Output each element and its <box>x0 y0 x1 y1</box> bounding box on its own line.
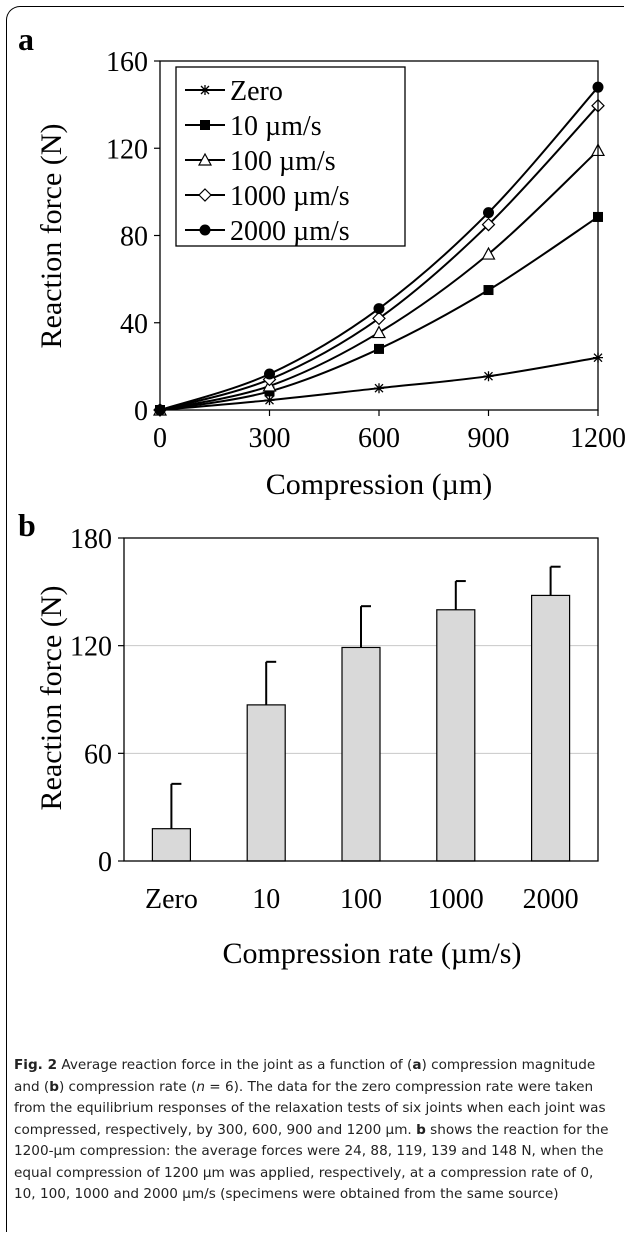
caption-figure-number: Fig. 2 <box>14 1057 58 1073</box>
chart-b: b 0 60 120 180 Zero 10 100 1000 2000 Compression… <box>18 507 599 970</box>
x-tick-label-a: 0 <box>153 423 167 454</box>
bar <box>246 704 286 862</box>
legend-entry: 1000 µm/s <box>230 181 350 212</box>
y-tick-label-b: 120 <box>70 632 112 663</box>
bar <box>530 594 571 862</box>
data-point <box>481 217 496 232</box>
x-tick-label-b: 2000 <box>523 884 579 915</box>
y-tick-label-a: 0 <box>134 396 148 427</box>
legend-marker <box>200 120 210 130</box>
data-point <box>483 371 494 382</box>
plot-frame-b <box>123 537 599 862</box>
panel-label-b: b <box>18 507 36 543</box>
y-tick-label-a: 160 <box>106 47 148 78</box>
data-point <box>371 325 387 339</box>
data-point <box>264 368 275 380</box>
y-axis-label-a: Reaction force (N) <box>35 124 68 349</box>
data-point <box>264 395 275 406</box>
x-tick-label-b: 100 <box>340 884 382 915</box>
data-point <box>483 207 494 219</box>
figure-frame <box>6 6 624 1232</box>
legend-entry: 100 µm/s <box>230 146 336 177</box>
data-point <box>374 343 384 354</box>
legend-marker <box>199 224 211 236</box>
legend-a <box>175 66 406 247</box>
y-tick-label-a: 120 <box>106 134 148 165</box>
data-point <box>372 311 386 326</box>
caption-ref: b <box>49 1078 59 1095</box>
plot-frame-a <box>159 60 599 411</box>
data-point <box>373 303 385 315</box>
caption-ref: a <box>412 1057 422 1073</box>
caption-ref: b <box>416 1121 426 1138</box>
bar <box>151 828 191 862</box>
caption-text: Average reaction force in the joint as a… <box>57 1057 413 1073</box>
series-line <box>159 105 599 411</box>
y-tick-label-a: 80 <box>120 222 148 253</box>
figure-caption: Fig. 2 Average reaction force in the joi… <box>14 1055 614 1206</box>
legend-marker <box>198 188 212 202</box>
legend-entry: Zero <box>230 76 283 107</box>
bar <box>436 609 476 862</box>
series-star <box>155 352 603 415</box>
legend-entry: 2000 µm/s <box>230 216 350 247</box>
x-axis-label-b: Compression rate (µm/s) <box>223 937 522 970</box>
x-tick-label-b: Zero <box>145 884 198 915</box>
x-tick-label-a: 300 <box>249 423 291 454</box>
y-tick-label-b: 0 <box>98 847 112 878</box>
caption-text: ) compression magnitude and ( <box>14 1057 596 1095</box>
x-tick-label-a: 900 <box>468 423 510 454</box>
caption-text: shows the reaction for the 1200-µm compr… <box>14 1121 609 1203</box>
legend-marker <box>197 152 213 166</box>
series-circle <box>154 81 604 416</box>
data-point <box>481 246 496 260</box>
x-tick-label-b: 10 <box>252 884 280 915</box>
data-point <box>374 383 384 394</box>
data-point <box>483 285 494 296</box>
caption-n: n <box>196 1078 205 1095</box>
caption-text: = 6). The data for the zero compression … <box>14 1078 606 1138</box>
legend-entry: 10 µm/s <box>230 111 322 142</box>
y-tick-label-b: 180 <box>70 524 112 555</box>
x-axis-label-a: Compression (µm) <box>266 468 492 500</box>
x-tick-label-a: 600 <box>358 423 400 454</box>
x-tick-label-b: 1000 <box>428 884 484 915</box>
chart-a: a 0 40 80 120 160 0 300 600 900 1200 Zero 10 µm/s 1… <box>18 21 626 500</box>
y-tick-label-b: 60 <box>84 739 112 770</box>
legend-marker <box>200 85 210 95</box>
y-tick-label-a: 40 <box>120 309 148 340</box>
caption-text: ) compression rate ( <box>58 1078 197 1095</box>
panel-label-a: a <box>18 21 34 57</box>
x-tick-label-a: 1200 <box>570 423 626 454</box>
bar <box>341 646 381 862</box>
y-axis-label-b: Reaction force (N) <box>35 586 68 811</box>
